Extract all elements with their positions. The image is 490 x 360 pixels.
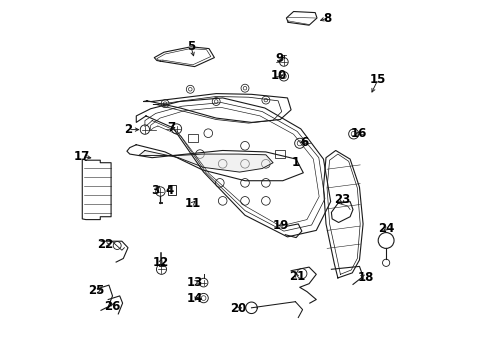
Text: 6: 6 [300, 136, 309, 149]
Text: 3: 3 [151, 184, 159, 197]
Text: 14: 14 [186, 292, 203, 305]
Polygon shape [139, 150, 273, 172]
Text: 16: 16 [350, 127, 367, 140]
Text: 11: 11 [185, 197, 201, 210]
Text: 1: 1 [292, 156, 299, 168]
Text: 17: 17 [74, 150, 91, 163]
Text: 20: 20 [230, 302, 246, 315]
Text: 22: 22 [97, 238, 114, 251]
Text: 4: 4 [165, 184, 173, 197]
Text: 2: 2 [124, 123, 132, 136]
Bar [188, 134, 198, 142]
Text: 18: 18 [357, 271, 374, 284]
Text: 24: 24 [378, 222, 394, 235]
Text: 21: 21 [289, 270, 305, 283]
Text: 26: 26 [104, 300, 121, 313]
Text: 10: 10 [271, 69, 287, 82]
Text: 23: 23 [334, 193, 350, 206]
Text: 12: 12 [152, 256, 169, 269]
Text: 25: 25 [89, 284, 105, 297]
Text: 15: 15 [370, 73, 387, 86]
Bar [168, 185, 175, 195]
Text: 13: 13 [187, 276, 203, 289]
Text: 19: 19 [273, 219, 289, 231]
Text: 7: 7 [167, 121, 175, 134]
Text: 9: 9 [275, 52, 283, 65]
Text: 5: 5 [187, 40, 195, 53]
Text: 8: 8 [324, 12, 332, 24]
Bar [275, 150, 285, 158]
